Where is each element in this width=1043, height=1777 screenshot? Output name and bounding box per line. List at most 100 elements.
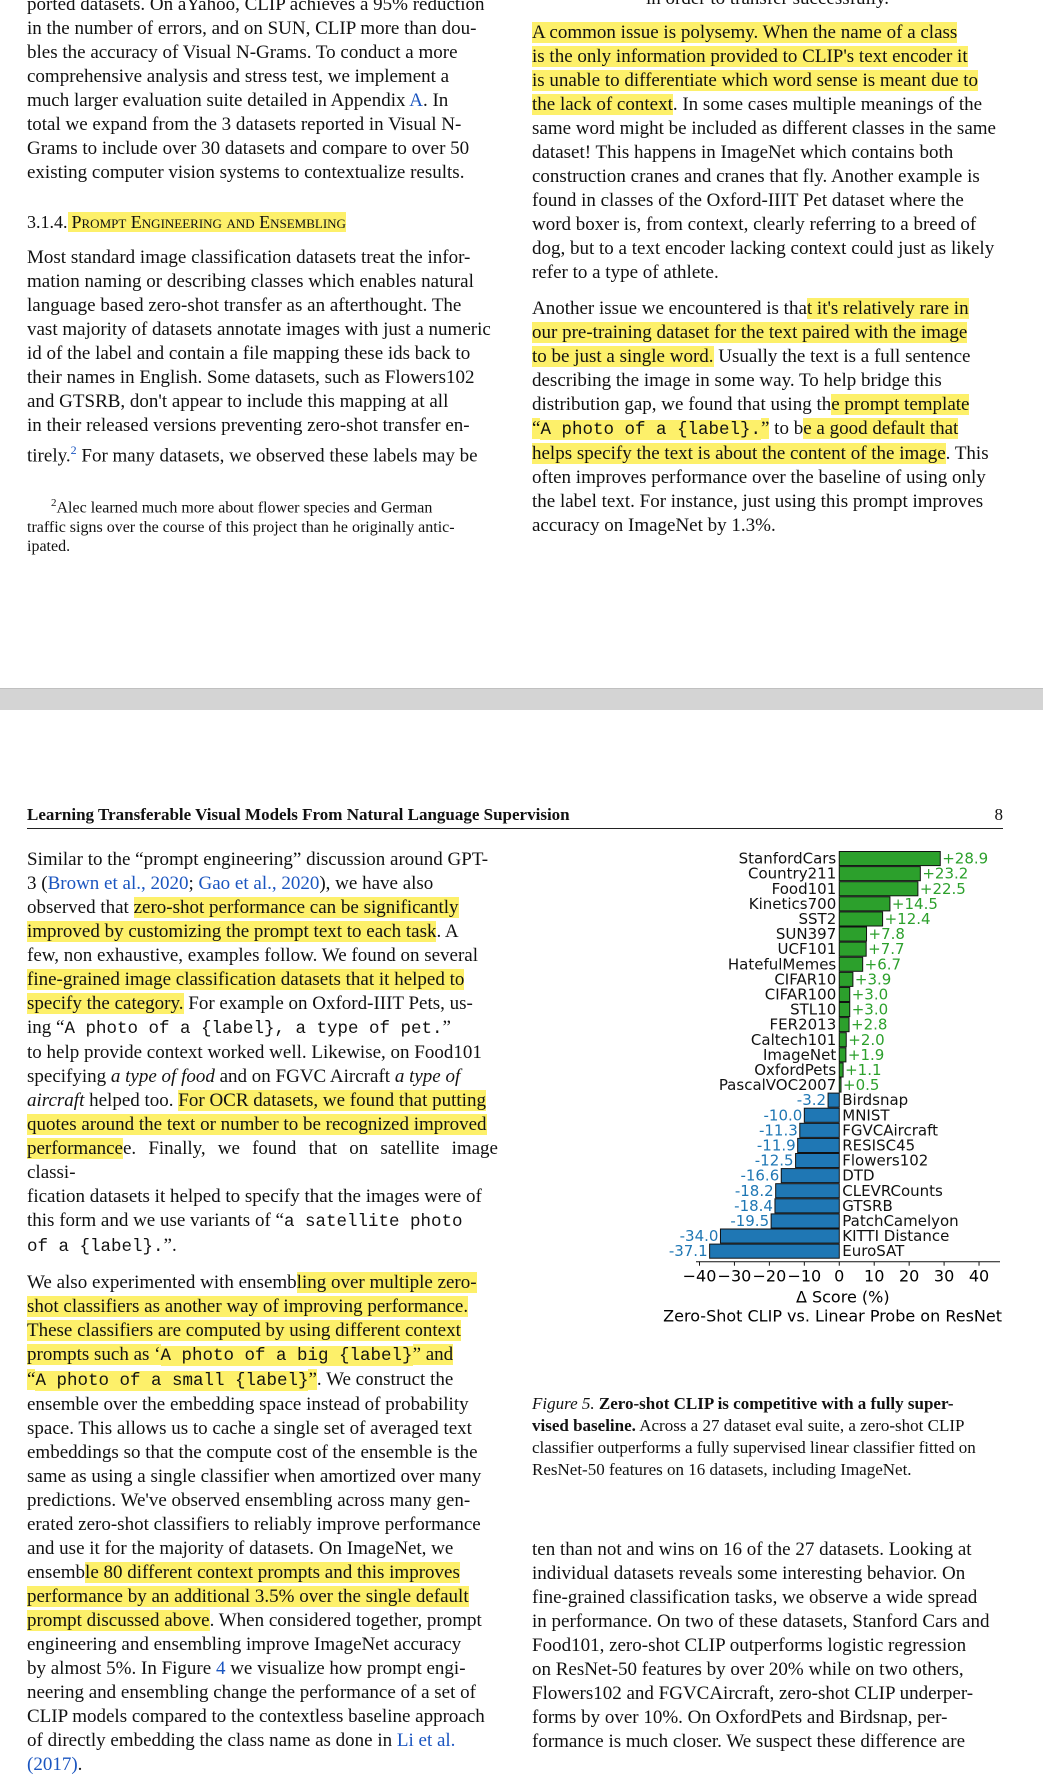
text-line: . A [436,921,459,942]
bar-imagenet [838,1047,847,1063]
section-title: Prompt Engineering and Ensembling [67,212,346,232]
category-label: StanfordCars [739,850,837,868]
text-line: individual datasets reveals some interes… [532,1563,966,1584]
highlighted-text: prompt discussed above [27,1610,210,1631]
text-line: specifying [27,1066,111,1087]
text-line: For many datasets, we observed these lab… [76,445,478,467]
text-line: the label text. For instance, just using… [532,491,984,512]
paragraph-prompt-engineering: Most standard image classification datas… [27,246,498,468]
text-line: word boxer is, from context, clearly ref… [532,214,977,235]
category-label: CLEVRCounts [842,1182,943,1200]
value-label: +2.0 [848,1031,884,1049]
text-line: and on FGVC Aircraft [214,1066,395,1087]
text-line: We also experimented with ensemb [27,1272,297,1293]
text-line: predictions. We've observed ensembling a… [27,1490,471,1511]
text-line: engineering and ensembling improve Image… [27,1634,462,1655]
italic-text: a type of food [110,1066,215,1087]
page-separator [0,688,1043,712]
text-line: . [77,1754,83,1775]
category-label: PascalVOC2007 [719,1076,836,1094]
text-line: Similar to the “prompt engineering” disc… [27,849,489,870]
chart-title: Zero-Shot CLIP vs. Linear Probe on ResNe… [663,1307,1003,1326]
text-line: existing computer vision systems to cont… [27,162,465,183]
category-label: DTD [842,1167,874,1185]
prompt-code: of a {label}. [27,1237,164,1257]
highlighted-text: t it's relatively rare in [806,298,969,319]
highlighted-text: is unable to differentiate which word se… [532,70,979,91]
highlighted-text: prompts such as ‘ [27,1344,161,1365]
value-label: +22.5 [920,880,966,898]
value-label: +3.0 [852,986,888,1004]
text-line: Food101, zero-shot CLIP outperforms logi… [532,1635,967,1656]
bar-stl10 [838,1002,851,1018]
text-line: same as using a single classifier when a… [27,1466,482,1487]
category-label: MNIST [842,1106,890,1124]
text-line: fine-grained classification tasks, we ob… [532,1587,978,1608]
value-label: -10.0 [764,1106,803,1124]
category-label: ImageNet [763,1046,836,1064]
value-label: -37.1 [669,1242,708,1260]
page-number: 8 [994,805,1004,824]
text-line: CLIP models compared to the contextless … [27,1706,485,1727]
text-line: found in classes of the Oxford-IIIT Pet … [532,190,964,211]
text-line: in performance. On two of these datasets… [532,1611,990,1632]
highlighted-text: zero-shot performance can be significant… [133,897,459,918]
text-line: ”. [163,1235,177,1256]
header-rule [27,828,1003,829]
value-label: +3.0 [852,1001,888,1019]
text-line: ), we have also [319,873,434,894]
value-label: +23.2 [922,865,968,883]
bar-oxfordpets [838,1062,844,1078]
highlighted-text: to be just a single word. [532,346,714,367]
highlighted-text: “ [27,1369,36,1390]
category-label: KITTI Distance [842,1227,949,1245]
category-label: Food101 [772,880,837,898]
text-line: of directly embedding the class name as … [27,1730,397,1751]
text-line: helped too. [84,1090,179,1111]
citation-link[interactable]: Gao et al., 2020 [198,873,320,894]
text-line: classifier outperforms a fully supervise… [532,1438,976,1457]
paragraph-eval-suite: ported datasets. On aYahoo, CLIP achieve… [27,0,498,185]
citation-link[interactable]: Brown et al., 2020 [47,873,189,894]
text-line: . In some cases multiple meanings of the [672,94,983,115]
figure-link[interactable]: 4 [215,1658,226,1679]
top-left-column: ported datasets. On aYahoo, CLIP achieve… [27,0,498,556]
highlighted-text: ” [760,418,770,439]
top-page-fragment: ported datasets. On aYahoo, CLIP achieve… [0,0,1043,688]
category-label: Country211 [748,865,836,883]
caption-label: Figure 5. [532,1394,595,1413]
text-line: traffic signs over the course of this pr… [27,518,455,536]
value-label: +12.4 [885,910,931,928]
value-label: -18.4 [734,1197,773,1215]
footnote-ref-link[interactable]: 2 [70,443,77,457]
chart-x-axis: −40 −30 −20 −10 0 10 20 30 40 [683,1261,1000,1286]
appendix-link[interactable]: A [409,90,423,111]
text-line: their names in English. Some datasets, s… [27,367,475,388]
value-label: -16.6 [740,1167,779,1185]
prompt-code: A photo of a small {label} [35,1371,309,1391]
text-line: much larger evaluation suite detailed in… [27,90,410,111]
x-tick-label: 10 [864,1267,884,1286]
value-label: +1.9 [848,1046,884,1064]
text-line: bles the accuracy of Visual N-Grams. To … [27,42,458,63]
text-line: in their released versions preventing ze… [27,415,470,436]
citation-link[interactable]: (2017) [27,1754,78,1775]
bar-hatefulmemes [838,956,864,972]
caption-bold: vised baseline. [532,1416,636,1435]
highlighted-text: helps specify the text is about the cont… [532,443,946,464]
highlighted-text: ” [308,1369,317,1390]
bar-mnist [803,1107,840,1123]
text-line: to help provide context worked well. Lik… [27,1042,482,1063]
text-line: same word might be included as different… [532,118,996,139]
bar-stanfordcars [838,851,941,867]
text-line: Alec learned much more about flower spec… [56,499,433,517]
value-label: +0.5 [843,1076,879,1094]
bar-gtsrb [774,1198,840,1214]
bar-birdsnap [827,1092,840,1108]
x-tick-label: 20 [899,1267,919,1286]
text-line: dataset! This happens in ImageNet which … [532,142,954,163]
value-label: +14.5 [892,895,938,913]
citation-link[interactable]: Li et al. [396,1730,456,1751]
text-line: ensemb [27,1562,86,1583]
bar-ucf101 [838,941,867,957]
